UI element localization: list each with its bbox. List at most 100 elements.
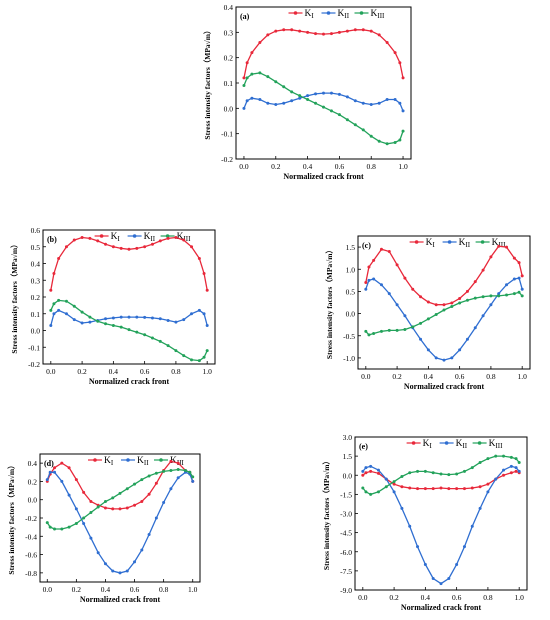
data-point: [158, 317, 162, 321]
data-point: [465, 289, 469, 293]
data-point: [514, 466, 518, 470]
legend-item-ki: KI: [406, 439, 432, 450]
data-point: [96, 505, 100, 509]
data-point: [494, 454, 498, 458]
data-point: [127, 247, 131, 251]
data-point: [505, 283, 509, 287]
data-point: [398, 61, 402, 65]
x-tick-label: 0.0: [361, 372, 371, 381]
data-point: [306, 94, 310, 98]
data-point: [205, 288, 209, 292]
data-point: [166, 344, 170, 348]
data-point: [88, 315, 92, 319]
data-point: [290, 99, 294, 103]
x-tick-label: 0.6: [335, 162, 345, 171]
data-point: [416, 487, 420, 491]
data-point: [489, 294, 493, 298]
data-point: [426, 317, 430, 321]
data-point: [447, 577, 451, 581]
data-point: [89, 536, 93, 540]
x-tick-label: 0.2: [392, 372, 402, 381]
data-point: [274, 103, 278, 107]
data-point: [64, 245, 68, 249]
data-point: [509, 471, 513, 475]
data-point: [166, 318, 170, 322]
data-point: [408, 486, 412, 490]
data-point: [387, 250, 391, 254]
data-point: [426, 300, 430, 304]
data-point: [353, 99, 357, 103]
data-point: [379, 329, 383, 333]
data-point: [96, 551, 100, 555]
data-point: [205, 323, 209, 327]
x-tick-label: 0.2: [72, 585, 82, 594]
data-point: [322, 105, 325, 109]
data-point: [125, 506, 129, 510]
data-point: [190, 358, 194, 362]
legend-label: KIII: [492, 238, 507, 249]
data-point: [400, 506, 404, 510]
data-point: [400, 475, 404, 479]
data-point: [345, 118, 349, 122]
data-point: [369, 492, 373, 496]
data-point: [465, 298, 469, 302]
data-point: [489, 255, 493, 259]
legend-marker: [93, 458, 97, 462]
data-point: [140, 548, 144, 552]
y-tick-label: 1.0: [346, 265, 356, 274]
data-point: [282, 85, 286, 89]
data-point: [190, 312, 194, 316]
data-point: [447, 473, 451, 477]
data-point: [369, 103, 373, 107]
data-point: [266, 33, 270, 37]
x-tick-label: 1.0: [514, 593, 524, 602]
data-point: [74, 521, 78, 525]
plot-frame: [39, 453, 201, 583]
data-point: [517, 461, 521, 464]
data-point: [183, 468, 187, 472]
series-ki: [242, 28, 405, 80]
data-point: [49, 288, 53, 292]
data-point: [403, 328, 407, 332]
data-point: [127, 315, 131, 319]
data-point: [408, 524, 412, 528]
data-point: [82, 490, 86, 494]
x-tick-label: 0.8: [483, 593, 493, 602]
data-point: [385, 40, 389, 44]
legend-item-kii: KII: [321, 9, 350, 20]
data-point: [353, 28, 357, 32]
data-point: [135, 246, 139, 250]
legend-item-kii: KII: [127, 232, 156, 243]
legend-item-ki: KI: [94, 232, 120, 243]
x-tick-label: 0.8: [171, 367, 181, 376]
x-tick-label: 0.8: [367, 162, 377, 171]
series-kiii: [364, 290, 524, 337]
data-point: [423, 563, 427, 566]
data-point: [345, 95, 349, 99]
data-point: [379, 283, 383, 287]
data-point: [392, 480, 396, 484]
data-point: [439, 472, 443, 476]
data-point: [520, 287, 524, 291]
data-point: [520, 294, 524, 298]
data-point: [337, 113, 341, 117]
data-point: [111, 323, 115, 327]
plot-frame: [235, 6, 412, 160]
y-tick-label: -9.0: [340, 586, 352, 595]
legend-item-kii: KII: [439, 439, 468, 450]
data-point: [361, 473, 365, 477]
x-tick-label: 0.6: [455, 372, 465, 381]
y-tick-label: 3.0: [343, 433, 353, 442]
data-point: [481, 314, 485, 318]
data-point: [512, 277, 516, 281]
data-point: [489, 303, 493, 307]
y-axis-label: Stress intensity factors（MPa√m）: [202, 26, 212, 139]
legend-marker: [326, 11, 331, 15]
data-point: [274, 29, 278, 33]
data-point: [298, 94, 302, 98]
data-point: [104, 242, 108, 246]
data-point: [127, 328, 131, 332]
y-tick-label: -4.5: [340, 529, 352, 538]
data-point: [478, 485, 482, 489]
data-point: [439, 582, 443, 586]
